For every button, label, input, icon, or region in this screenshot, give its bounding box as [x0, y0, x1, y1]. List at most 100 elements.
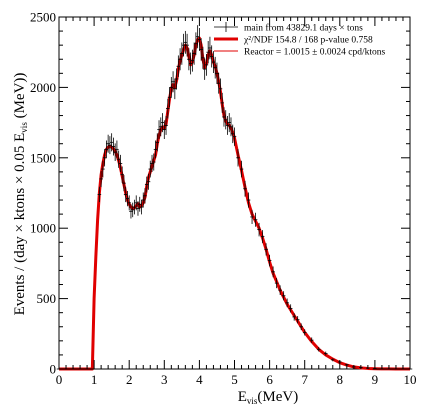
data-point	[295, 316, 300, 324]
data-point	[180, 42, 184, 65]
data-point	[223, 110, 228, 130]
y-tick-label: 2000	[30, 80, 56, 95]
data-point	[115, 140, 119, 159]
data-point	[169, 77, 174, 98]
data-point	[204, 53, 209, 76]
data-point	[151, 153, 156, 171]
data-point	[136, 201, 140, 216]
data-point	[113, 143, 117, 161]
data-point	[123, 186, 128, 203]
data-point	[215, 62, 219, 85]
x-axis-title-sub: vis	[247, 396, 258, 406]
data-point	[141, 192, 146, 208]
data-point	[330, 358, 335, 362]
axes: 0 1 2 3 4 5 6 7 8 9 10 0 500 1000 1500 2000 2500	[30, 10, 417, 388]
data-point	[178, 48, 182, 71]
data-point	[264, 243, 268, 256]
data-point	[97, 186, 102, 203]
data-point	[166, 98, 170, 119]
data-point	[139, 199, 144, 215]
y-tick-label: 1000	[30, 221, 56, 236]
x-axis-title-main: E	[238, 389, 247, 405]
legend-label: χ²/NDF 154.8 / 168 p-value 0.758	[243, 36, 373, 46]
data-point	[130, 202, 135, 218]
x-tick-label: 7	[301, 372, 308, 387]
data-point	[271, 266, 275, 278]
data-point	[222, 107, 226, 127]
x-axis-title-unit: (MeV)	[257, 389, 298, 405]
x-tick-label: 10	[404, 372, 417, 387]
legend: main from 43829.1 days × tons χ²/NDF 154.…	[214, 22, 385, 58]
data-point	[206, 41, 210, 64]
data-point	[239, 160, 244, 178]
fit-curve	[59, 36, 410, 371]
x-tick-label: 8	[337, 372, 344, 387]
y-axis-title: Events / (day × ktons × 0.05 Evis (MeV))	[12, 73, 29, 316]
data-point	[155, 133, 160, 152]
data-point	[260, 230, 265, 244]
data-point	[225, 115, 230, 135]
data-point	[274, 278, 279, 289]
data-point	[129, 204, 133, 219]
data-point	[232, 127, 237, 146]
data-point	[208, 36, 212, 60]
y-tick-label: 500	[37, 291, 57, 306]
data-point	[99, 170, 103, 188]
data-point	[157, 120, 161, 139]
data-point	[150, 154, 154, 172]
data-point	[316, 347, 321, 352]
data-point	[183, 30, 188, 54]
data-point	[120, 166, 124, 183]
x-tick-label: 2	[126, 372, 133, 387]
data-point	[174, 68, 179, 90]
legend-label: Reactor = 1.0015 ± 0.0024 cpd/ktons	[244, 48, 385, 58]
data-point	[185, 33, 189, 57]
data-point	[201, 46, 205, 69]
data-point	[323, 351, 328, 356]
data-point	[116, 150, 121, 168]
y-axis-title-sub: vis	[19, 122, 29, 133]
data-point	[109, 133, 114, 152]
data-point	[257, 222, 261, 237]
data-point	[153, 140, 158, 159]
data-point	[218, 78, 223, 100]
plot-frame	[58, 16, 411, 370]
data-point	[195, 25, 200, 49]
y-tick-label: 0	[50, 362, 57, 377]
data-point	[278, 285, 282, 295]
data-point	[134, 195, 139, 211]
legend-entry-reactor: Reactor = 1.0015 ± 0.0024 cpd/ktons	[214, 48, 385, 58]
legend-entry-data: main from 43829.1 days × tons	[214, 22, 363, 34]
data-point	[299, 323, 303, 331]
y-axis-title-prefix: Events / (day × ktons × 0.05 E	[12, 133, 28, 316]
data-point	[122, 175, 126, 192]
data-point	[167, 87, 172, 108]
x-tick-label: 5	[231, 372, 238, 387]
data-point	[160, 113, 165, 133]
data-point	[106, 134, 110, 153]
x-tick-label: 0	[56, 372, 63, 387]
data-point	[292, 313, 296, 321]
data-point	[188, 52, 193, 75]
x-tick-label: 3	[161, 372, 168, 387]
data-point	[253, 212, 258, 227]
data-point	[250, 209, 254, 225]
data-point	[302, 329, 307, 336]
data-point	[309, 337, 314, 343]
data-point	[230, 124, 235, 144]
x-tick-label: 9	[372, 372, 379, 387]
data-point	[236, 149, 240, 167]
x-tick-label: 6	[266, 372, 273, 387]
data-point	[192, 42, 196, 65]
data-point	[143, 188, 147, 204]
data-point	[246, 192, 251, 208]
data-point	[118, 154, 123, 172]
data-point	[213, 56, 217, 79]
x-tick-label: 1	[91, 372, 98, 387]
y-axis-title-suffix: (MeV))	[12, 73, 28, 123]
data-point	[197, 28, 202, 51]
data-point	[162, 120, 167, 139]
data-point	[285, 298, 289, 308]
data-point	[220, 92, 225, 113]
y-tick-label: 1500	[30, 150, 56, 165]
